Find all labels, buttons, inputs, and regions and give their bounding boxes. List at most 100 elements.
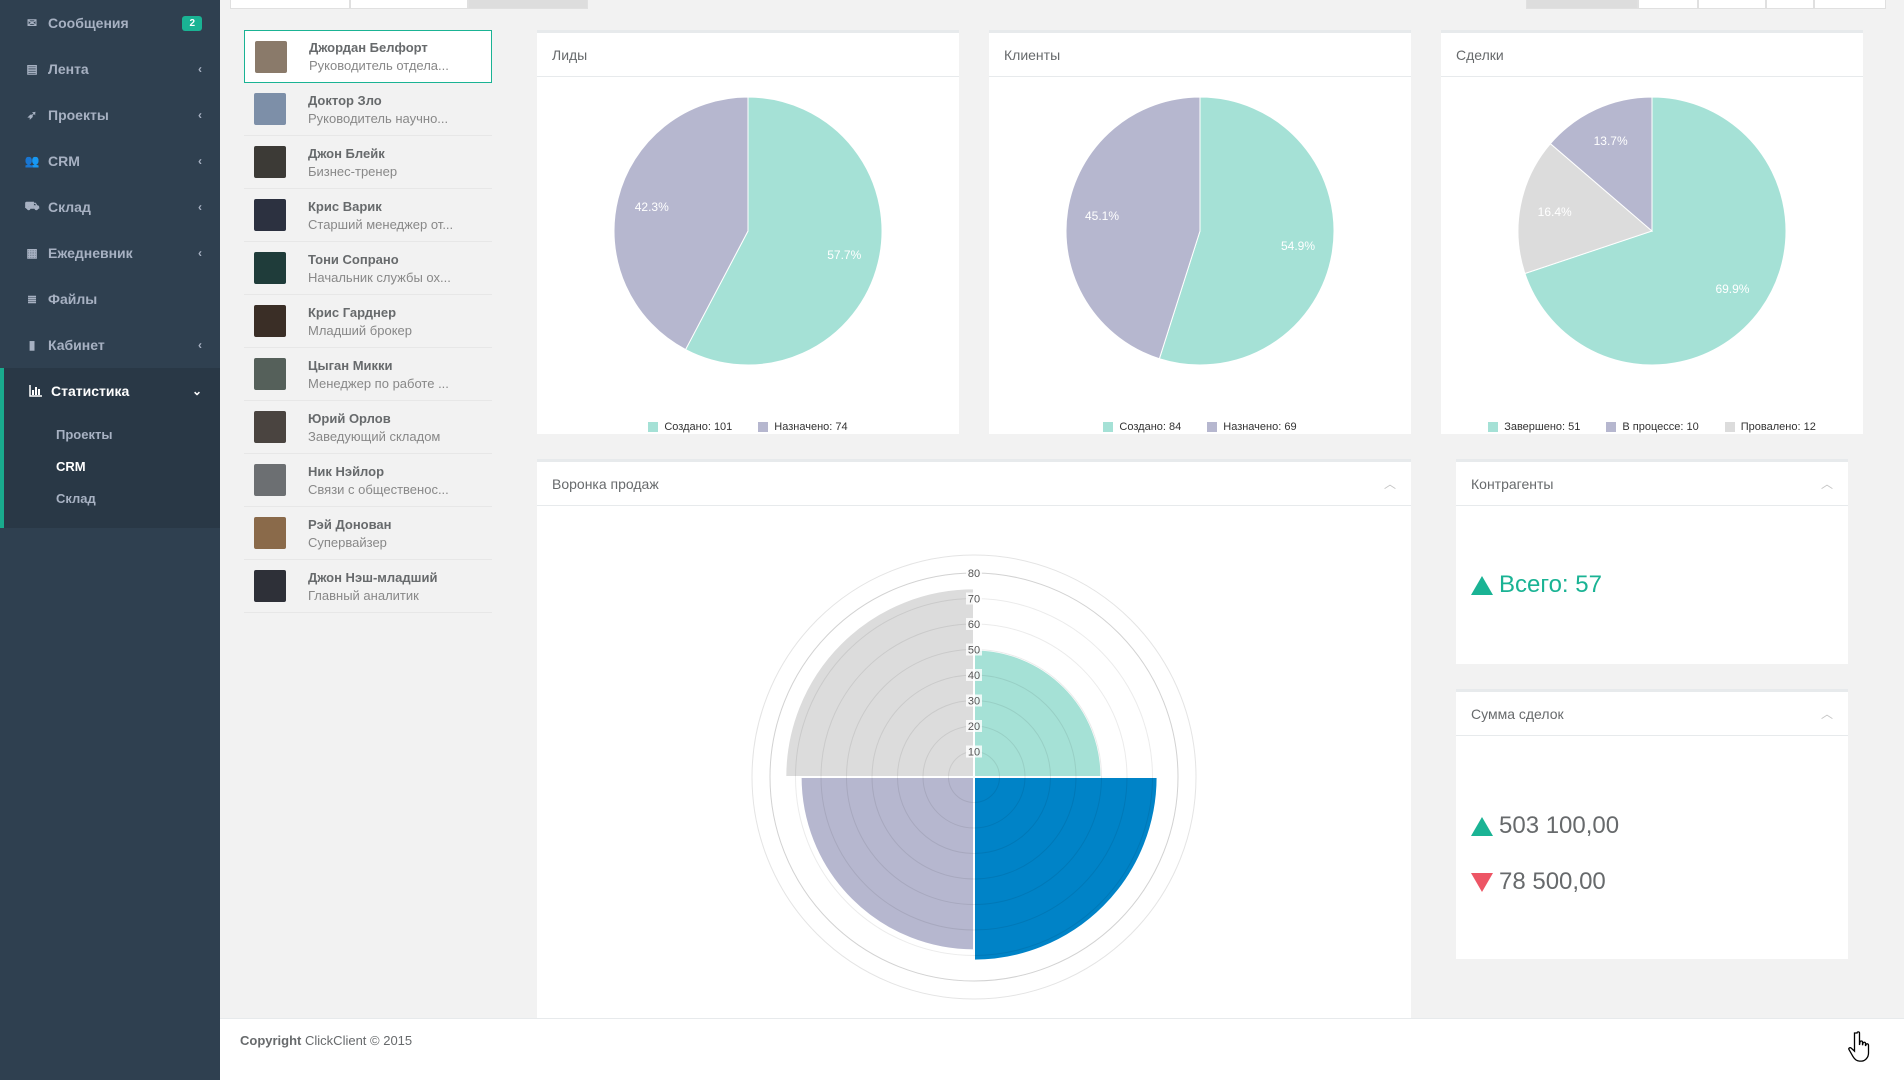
person-role: Менеджер по работе ...	[308, 375, 449, 391]
sidebar-item-0[interactable]: ✉ Сообщения 2	[0, 0, 220, 46]
legend-item[interactable]: Назначено: 74	[758, 421, 848, 433]
person-name: Ник Нэйлор	[308, 463, 385, 479]
person-item[interactable]: Тони Сопрано Начальник службы ох...	[244, 242, 492, 295]
collapse-icon[interactable]: ︿	[1820, 477, 1833, 491]
top-filter[interactable]	[1638, 0, 1698, 9]
polar-outer-ring	[751, 554, 1197, 1000]
top-filter[interactable]	[1814, 0, 1886, 9]
sidebar-item-7[interactable]: ▮ Кабинет ‹	[0, 322, 220, 368]
person-item[interactable]: Джордан Белфорт Руководитель отдела...	[244, 30, 492, 83]
legend-item[interactable]: Создано: 101	[648, 421, 732, 433]
legend-swatch	[1103, 422, 1114, 432]
chevron-left-icon: ‹	[198, 246, 202, 260]
person-item[interactable]: Крис Гарднер Младший брокер	[244, 295, 492, 348]
leads-legend: Создано: 101 Назначено: 74	[537, 421, 959, 433]
top-filter[interactable]	[1766, 0, 1814, 9]
arrow-up-icon	[1471, 575, 1493, 595]
sidebar-subitem-projects[interactable]: Проекты	[56, 426, 113, 442]
sidebar-item-label: Ежедневник	[48, 245, 133, 261]
pie-slice[interactable]	[1524, 96, 1787, 366]
person-name: Крис Варик	[308, 198, 382, 214]
deal-sum-up-value: 503 100,00	[1499, 812, 1620, 839]
calendar-icon: ▦	[26, 246, 38, 260]
person-item[interactable]: Рэй Донован Супервайзер	[244, 507, 492, 560]
clients-pie-chart: 54.9% 45.1%	[1065, 96, 1335, 366]
person-role: Супервайзер	[308, 534, 387, 550]
person-item[interactable]: Крис Варик Старший менеджер от...	[244, 189, 492, 242]
pie-slice[interactable]	[1549, 96, 1653, 233]
tick-label-backdrop	[966, 567, 982, 579]
sidebar-section-statistics: Статистика ⌄ Проекты CRM Склад	[0, 368, 220, 528]
sidebar-item-6[interactable]: ≣ Файлы	[0, 276, 220, 322]
sidebar: ✉ Сообщения 2 ▤ Лента ‹ ➶ Проекты ‹ 👥 CRM ‹ ⛟ Склад ‹ ▦…	[0, 0, 220, 1080]
tick-label-backdrop	[966, 745, 982, 758]
sidebar-item-5[interactable]: ▦ Ежедневник ‹	[0, 230, 220, 276]
panel-title: Лиды	[552, 46, 588, 63]
cart-icon: ⛟	[24, 199, 40, 213]
legend-item[interactable]: Завершено: 51	[1488, 421, 1580, 433]
arrow-up-icon	[1471, 816, 1493, 836]
sidebar-item-label: Склад	[48, 199, 91, 215]
sidebar-item-statistics[interactable]: Статистика ⌄	[4, 368, 220, 414]
panel-title: Сумма сделок	[1471, 705, 1564, 722]
top-filter-active[interactable]	[1526, 0, 1638, 9]
sidebar-item-3[interactable]: 👥 CRM ‹	[0, 138, 220, 184]
legend-item[interactable]: В процессе: 10	[1606, 421, 1699, 433]
chevron-down-icon: ⌄	[191, 384, 202, 398]
panel-title: Сделки	[1456, 46, 1504, 63]
avatar	[254, 358, 286, 390]
legend-item[interactable]: Создано: 84	[1103, 421, 1181, 433]
person-item[interactable]: Юрий Орлов Заведующий складом	[244, 401, 492, 454]
collapse-icon[interactable]: ︿	[1820, 707, 1833, 721]
legend-item[interactable]: Назначено: 69	[1207, 421, 1297, 433]
legend-swatch	[648, 422, 659, 432]
sidebar-subitem-crm[interactable]: CRM	[56, 458, 86, 474]
top-filter[interactable]	[1698, 0, 1766, 9]
person-item[interactable]: Джон Нэш-младший Главный аналитик	[244, 560, 492, 613]
person-role: Старший менеджер от...	[308, 216, 454, 232]
collapse-icon[interactable]: ︿	[1383, 477, 1396, 491]
top-tab[interactable]	[350, 0, 468, 9]
deals-legend: Завершено: 51 В процессе: 10 Провалено: 12	[1441, 421, 1863, 433]
pie-data-label: 54.9%	[1281, 239, 1315, 253]
sidebar-subitem-warehouse[interactable]: Склад	[56, 490, 96, 506]
pie-slice[interactable]	[613, 96, 749, 351]
polar-tick-label: 70	[968, 594, 980, 606]
chevron-left-icon: ‹	[198, 154, 202, 168]
polar-segment[interactable]	[784, 587, 975, 778]
top-tab[interactable]	[230, 0, 350, 9]
pie-slice[interactable]	[684, 96, 883, 366]
sidebar-item-label: Лента	[48, 61, 89, 77]
chevron-left-icon: ‹	[198, 108, 202, 122]
sidebar-item-4[interactable]: ⛟ Склад ‹	[0, 184, 220, 230]
sidebar-item-1[interactable]: ▤ Лента ‹	[0, 46, 220, 92]
legend-item[interactable]: Провалено: 12	[1724, 421, 1816, 433]
polar-segment[interactable]	[799, 776, 975, 952]
person-item[interactable]: Ник Нэйлор Связи с общественос...	[244, 454, 492, 507]
pie-slice[interactable]	[1065, 96, 1201, 360]
clients-legend: Создано: 84 Назначено: 69	[989, 421, 1411, 433]
contractors-panel: Контрагенты ︿ Всего: 57	[1456, 459, 1848, 664]
top-tab-active[interactable]	[468, 0, 588, 9]
sidebar-item-2[interactable]: ➶ Проекты ‹	[0, 92, 220, 138]
polar-segment[interactable]	[973, 776, 1159, 962]
pie-data-label: 42.3%	[635, 200, 669, 214]
tick-label-backdrop	[966, 592, 982, 605]
legend-swatch	[758, 422, 769, 432]
person-item[interactable]: Цыган Микки Менеджер по работе ...	[244, 348, 492, 401]
person-name: Джон Блейк	[308, 145, 385, 161]
person-item[interactable]: Джон Блейк Бизнес-тренер	[244, 136, 492, 189]
database-icon: ≣	[26, 292, 38, 306]
chevron-left-icon: ‹	[198, 62, 202, 76]
person-name: Тони Сопрано	[308, 251, 399, 267]
pie-slice[interactable]	[1158, 96, 1335, 366]
polar-segment[interactable]	[973, 648, 1103, 778]
legend-swatch	[1488, 422, 1499, 432]
legend-label: Создано: 84	[1119, 421, 1182, 433]
person-role: Младший брокер	[308, 322, 412, 338]
deal-sum-down: 78 500,00	[1471, 868, 1606, 896]
people-list: Джордан Белфорт Руководитель отдела... Док…	[244, 30, 492, 613]
person-item[interactable]: Доктор Зло Руководитель научно...	[244, 83, 492, 136]
pie-slice[interactable]	[1517, 142, 1653, 275]
tick-label-backdrop	[966, 643, 982, 656]
